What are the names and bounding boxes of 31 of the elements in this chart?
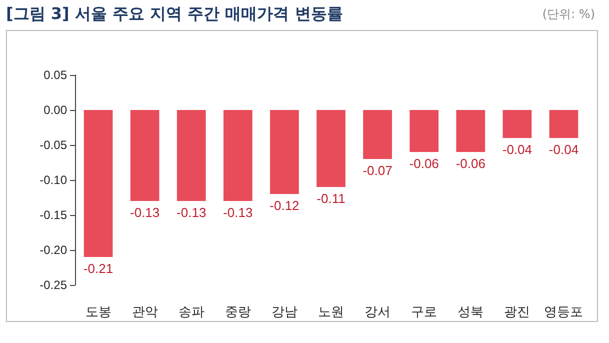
y-tick-label: -0.15 <box>40 208 68 222</box>
x-tick-label: 성북 <box>458 304 484 319</box>
y-tick-label: -0.20 <box>40 243 68 257</box>
x-tick-label: 강서 <box>364 304 391 319</box>
x-tick-label: 영등포 <box>544 304 584 319</box>
chart-title: [그림 3] 서울 주요 지역 주간 매매가격 변동률 <box>6 4 343 25</box>
y-tick-label: -0.25 <box>40 278 68 292</box>
y-tick-label: 0.00 <box>44 103 68 117</box>
x-tick-label: 광진 <box>504 304 530 319</box>
data-label: -0.13 <box>130 205 160 220</box>
data-label: -0.04 <box>548 142 579 157</box>
x-tick-label: 중랑 <box>224 304 251 319</box>
data-label: -0.13 <box>176 205 206 220</box>
x-tick-label: 구로 <box>411 304 438 319</box>
y-tick-label: 0.05 <box>44 68 68 82</box>
x-tick-label: 강남 <box>271 304 298 319</box>
data-label: -0.04 <box>502 142 532 157</box>
x-tick-label: 송파 <box>178 304 204 319</box>
y-tick-label: -0.05 <box>40 138 68 152</box>
data-label: -0.13 <box>223 205 253 220</box>
x-tick-label: 관악 <box>132 304 158 319</box>
data-label: -0.06 <box>409 156 439 171</box>
x-tick-label: 노원 <box>318 304 344 319</box>
x-tick-label: 도봉 <box>85 304 112 319</box>
y-tick-label: -0.10 <box>40 173 68 187</box>
data-label: -0.11 <box>316 191 346 206</box>
data-label: -0.21 <box>83 261 114 276</box>
data-label: -0.12 <box>270 198 300 213</box>
data-label: -0.06 <box>456 156 486 171</box>
text: (단위: %) <box>542 6 595 23</box>
data-label: -0.07 <box>362 163 392 178</box>
